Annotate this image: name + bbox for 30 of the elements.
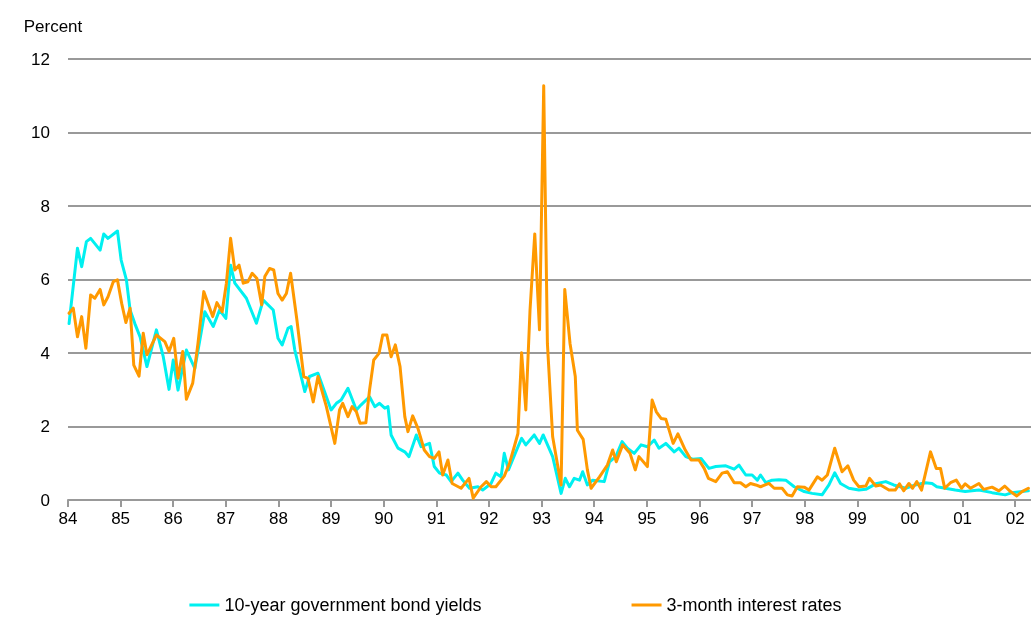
x-tick-label: 95 [637, 509, 657, 528]
y-tick-label: 10 [31, 123, 50, 142]
x-tick-label: 93 [532, 509, 552, 528]
y-tick-label: 0 [40, 490, 50, 510]
x-tick-label: 84 [58, 509, 78, 528]
x-tick-label: 87 [216, 509, 236, 528]
x-tick-label: 01 [953, 509, 973, 528]
x-tick-label: 94 [584, 509, 604, 528]
legend-label: 3-month interest rates [666, 595, 842, 615]
x-tick-label: 91 [426, 509, 446, 528]
y-tick-label: 8 [40, 196, 50, 216]
x-tick-label: 96 [690, 509, 709, 528]
x-tick-label: 90 [374, 509, 394, 528]
x-tick-label: 98 [795, 509, 815, 528]
x-tick-label: 97 [742, 509, 762, 528]
x-tick-label: 99 [847, 509, 867, 528]
line-series [67, 84, 1030, 500]
x-tick-label: 92 [479, 509, 499, 528]
x-tick-label: 89 [321, 509, 341, 528]
y-tick-label: 2 [40, 417, 50, 436]
x-tick-label: 86 [163, 509, 183, 528]
y-tick-label: 4 [40, 343, 50, 363]
y-tick-label: 12 [31, 49, 50, 69]
y-axis-title: Percent [23, 17, 83, 36]
x-tick-label: 88 [269, 509, 288, 528]
x-tick-label: 85 [111, 509, 131, 528]
y-tick-label: 6 [40, 270, 50, 289]
x-tick-label: 00 [900, 509, 920, 528]
x-tick-label: 02 [1005, 509, 1025, 528]
legend-label: 10-year government bond yields [224, 595, 482, 615]
